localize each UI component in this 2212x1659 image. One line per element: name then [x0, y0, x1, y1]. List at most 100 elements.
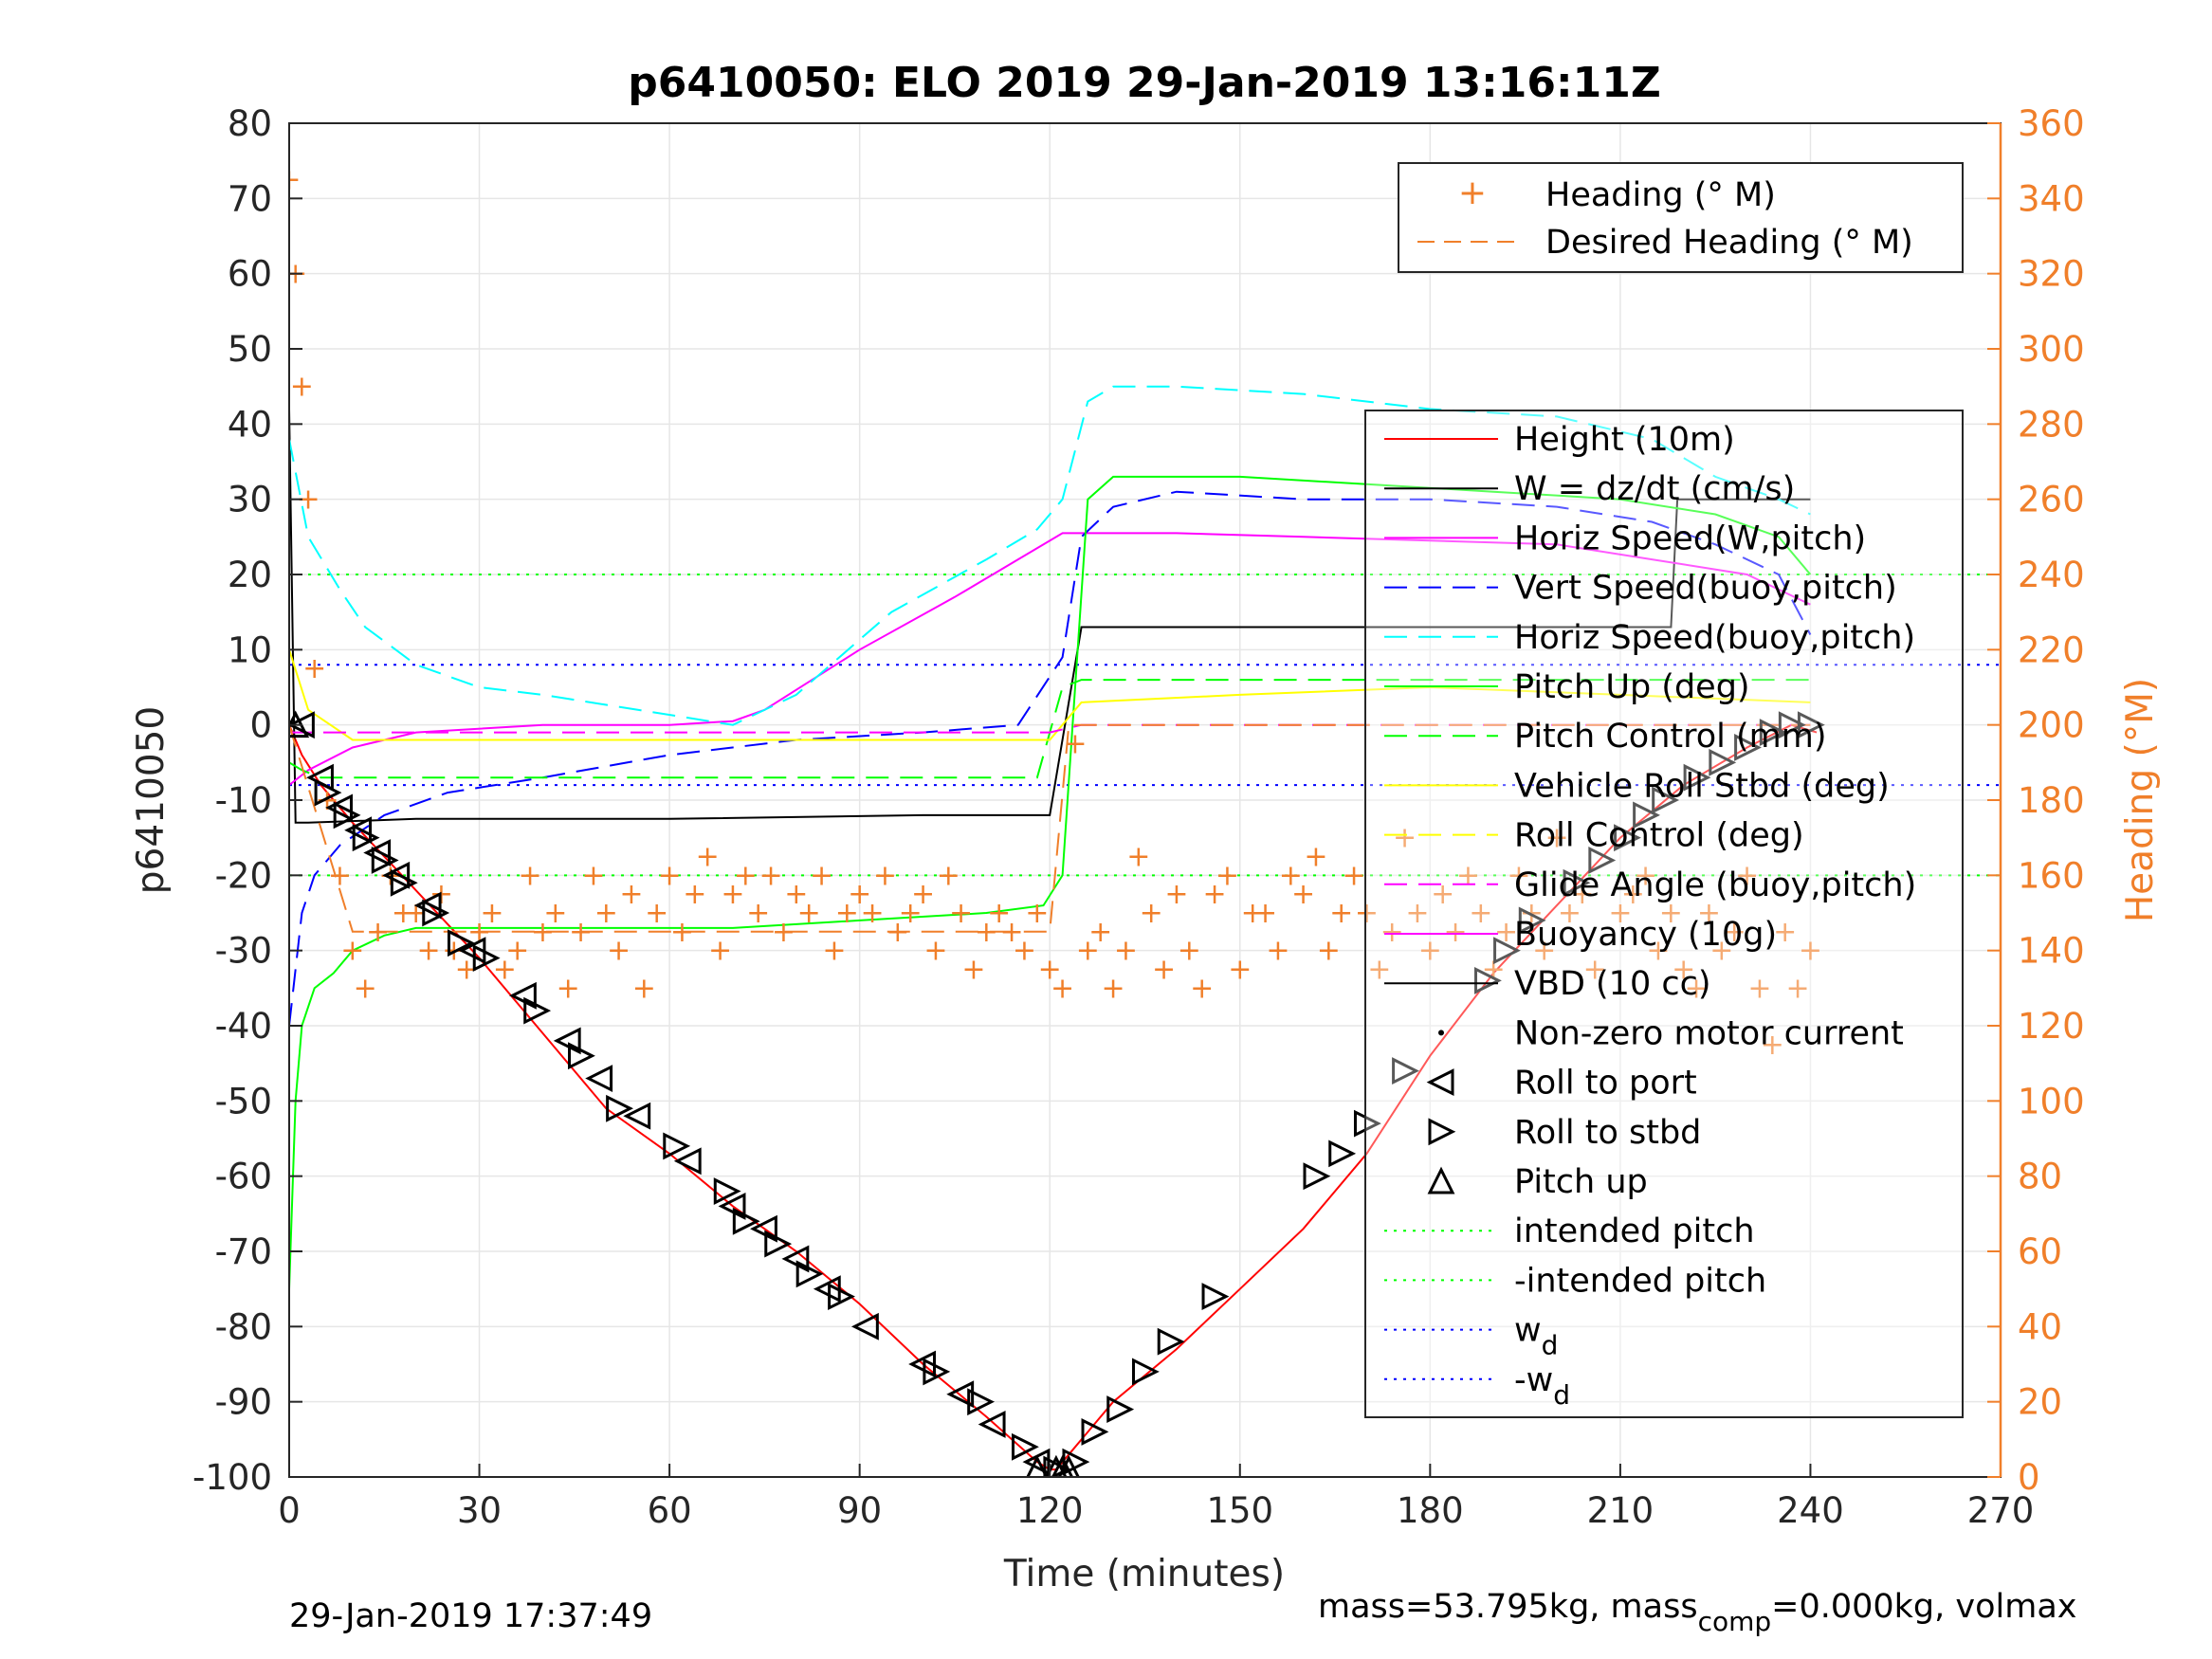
heading-point: +: [340, 935, 364, 968]
legend-entry-buoyancy-10g: Buoyancy (10g): [1384, 916, 1777, 954]
x-axis-label: Time (minutes): [1003, 1553, 1285, 1595]
legend-entry-label: W = dz/dt (cm/s): [1514, 470, 1795, 508]
heading-point: +: [1558, 897, 1581, 930]
heading-point: +: [1405, 897, 1429, 930]
roll-to-port-marker: [585, 1065, 613, 1092]
series-pitch-up-deg: [289, 475, 1812, 1289]
heading-point: +: [949, 897, 973, 930]
roll-to-stbd-marker: [795, 1260, 824, 1288]
heading-point: +: [1469, 897, 1492, 930]
roll-to-stbd-marker: [333, 801, 361, 830]
roll-to-stbd-marker: [764, 1230, 793, 1258]
heading-point: +: [1659, 897, 1683, 930]
legend-entry-label: Pitch up: [1514, 1163, 1648, 1201]
y2-ticks: 0 20 40 60 80 100 120 140 160 180 200 220 240 260 280 3…: [1987, 103, 2085, 1498]
legend-entry-label: -intended pitch: [1514, 1262, 1766, 1300]
legend-entry-label: Vert Speed(buoy,pitch): [1514, 570, 1897, 608]
heading-point: +: [810, 859, 833, 892]
heading-point: +: [543, 897, 567, 930]
legend-entry-label: Horiz Speed(W,pitch): [1514, 520, 1866, 557]
y-axis-label: p6410050: [130, 706, 173, 894]
heading-point: +: [721, 878, 744, 911]
y2-tick-label: 100: [2018, 1081, 2085, 1121]
footer-mass-info: mass=53.795kg, masscomp=0.000kg, volmax: [1318, 1588, 2077, 1637]
heading-point: +: [1393, 822, 1417, 855]
roll-to-stbd-marker: [828, 1283, 855, 1311]
heading-point: +: [392, 897, 415, 930]
x-tick-label: 60: [648, 1490, 692, 1531]
legend-entry-vert-speed-buoy-pitch: Vert Speed(buoy,pitch): [1384, 570, 1897, 608]
heading-point: +: [1799, 935, 1822, 968]
heading-point: +: [1126, 841, 1150, 874]
heading-point: +: [417, 935, 441, 968]
heading-point: +: [1216, 859, 1239, 892]
legend-entry-label: Glide Angle (buoy,pitch): [1514, 866, 1916, 904]
roll-to-stbd-marker: [390, 868, 418, 897]
y2-tick-label: 340: [2018, 178, 2085, 219]
heading-point: +: [923, 935, 947, 968]
legend-entry-w-dz-dt-cm-s: W = dz/dt (cm/s): [1384, 470, 1795, 508]
x-tick-label: 270: [1967, 1490, 2035, 1531]
heading-point: +: [860, 897, 884, 930]
roll-to-stbd-marker: [1043, 1455, 1071, 1477]
legend-heading: + Heading (° M) Desired Heading (° M): [1398, 162, 1964, 273]
y2-tick-label: 120: [2018, 1006, 2085, 1047]
legend-entry-pitch-control-mm: Pitch Control (mm): [1384, 718, 1826, 756]
heading-point: +: [1444, 916, 1468, 949]
roll-to-stbd-marker: [1106, 1395, 1135, 1424]
heading-point: +: [708, 935, 732, 968]
heading-point: +: [1583, 954, 1607, 987]
legend-entry-vbd-10-cc: VBD (10 cc): [1384, 965, 1711, 1003]
y-tick-label: 10: [228, 629, 272, 670]
heading-point: +: [1355, 897, 1379, 930]
legend-entry-label: Buoyancy (10g): [1514, 916, 1777, 954]
legend-entry-label: intended pitch: [1514, 1212, 1755, 1250]
heading-point: +: [1608, 897, 1632, 930]
heading-point: +: [1317, 935, 1341, 968]
legend-main: Height (10m) W = dz/dt (cm/s) Horiz Speed(…: [1364, 410, 1964, 1418]
y-tick-label: -90: [215, 1382, 272, 1423]
roll-to-stbd-marker: [1652, 786, 1680, 814]
roll-to-port-marker: [363, 839, 392, 866]
roll-to-stbd-marker: [1157, 1327, 1185, 1356]
roll-to-stbd-marker: [1709, 748, 1737, 776]
heading-point: +: [1051, 972, 1074, 1005]
y-tick-label: -10: [215, 780, 272, 821]
roll-to-port-marker: [413, 891, 442, 920]
pitch-up-marker: [1057, 1454, 1080, 1477]
roll-to-stbd-marker: [923, 1358, 951, 1386]
roll-to-stbd-marker: [1201, 1283, 1230, 1311]
heading-point: +: [1773, 916, 1797, 949]
roll-to-stbd-marker: [352, 824, 380, 852]
roll-to-port-icon: [1426, 1068, 1454, 1097]
heading-point: +: [518, 859, 541, 892]
legend-entry-non-zero-motor-current: Non-zero motor current: [1438, 1014, 1904, 1052]
heading-point: +: [1418, 935, 1442, 968]
y2-tick-label: 260: [2018, 480, 2085, 520]
y-tick-label: -60: [215, 1157, 272, 1197]
heading-point: +: [1786, 972, 1810, 1005]
roll-to-stbd-marker: [1328, 1139, 1357, 1168]
y-tick-label: -80: [215, 1306, 272, 1347]
legend-heading-label: Heading (° M): [1545, 176, 1776, 214]
y2-tick-label: 180: [2018, 780, 2085, 821]
legend-entry-label: Horiz Speed(buoy,pitch): [1514, 619, 1915, 657]
roll-to-stbd-marker: [1759, 719, 1787, 747]
y2-tick-label: 240: [2018, 555, 2085, 595]
pitch-up-icon: [1427, 1166, 1455, 1194]
roll-to-stbd-marker: [967, 1388, 996, 1416]
y-tick-label: 40: [228, 404, 272, 445]
heading-point: +: [619, 878, 643, 911]
y2-tick-label: 300: [2018, 329, 2085, 370]
legend-dot-icon: [1438, 1030, 1444, 1036]
chart-title: p6410050: ELO 2019 29-Jan-2019 13:16:11Z: [628, 59, 1660, 107]
legend-entry-pitch-up: Pitch up: [1427, 1163, 1648, 1201]
heading-point: +: [557, 972, 580, 1005]
heading-point: +: [1253, 897, 1277, 930]
roll-to-stbd-marker: [732, 1207, 760, 1235]
y-tick-label: 30: [228, 480, 272, 520]
heading-point: +: [1228, 954, 1252, 987]
roll-to-port-marker: [325, 793, 353, 822]
roll-to-stbd-marker: [422, 899, 450, 927]
heading-point: +: [822, 935, 846, 968]
